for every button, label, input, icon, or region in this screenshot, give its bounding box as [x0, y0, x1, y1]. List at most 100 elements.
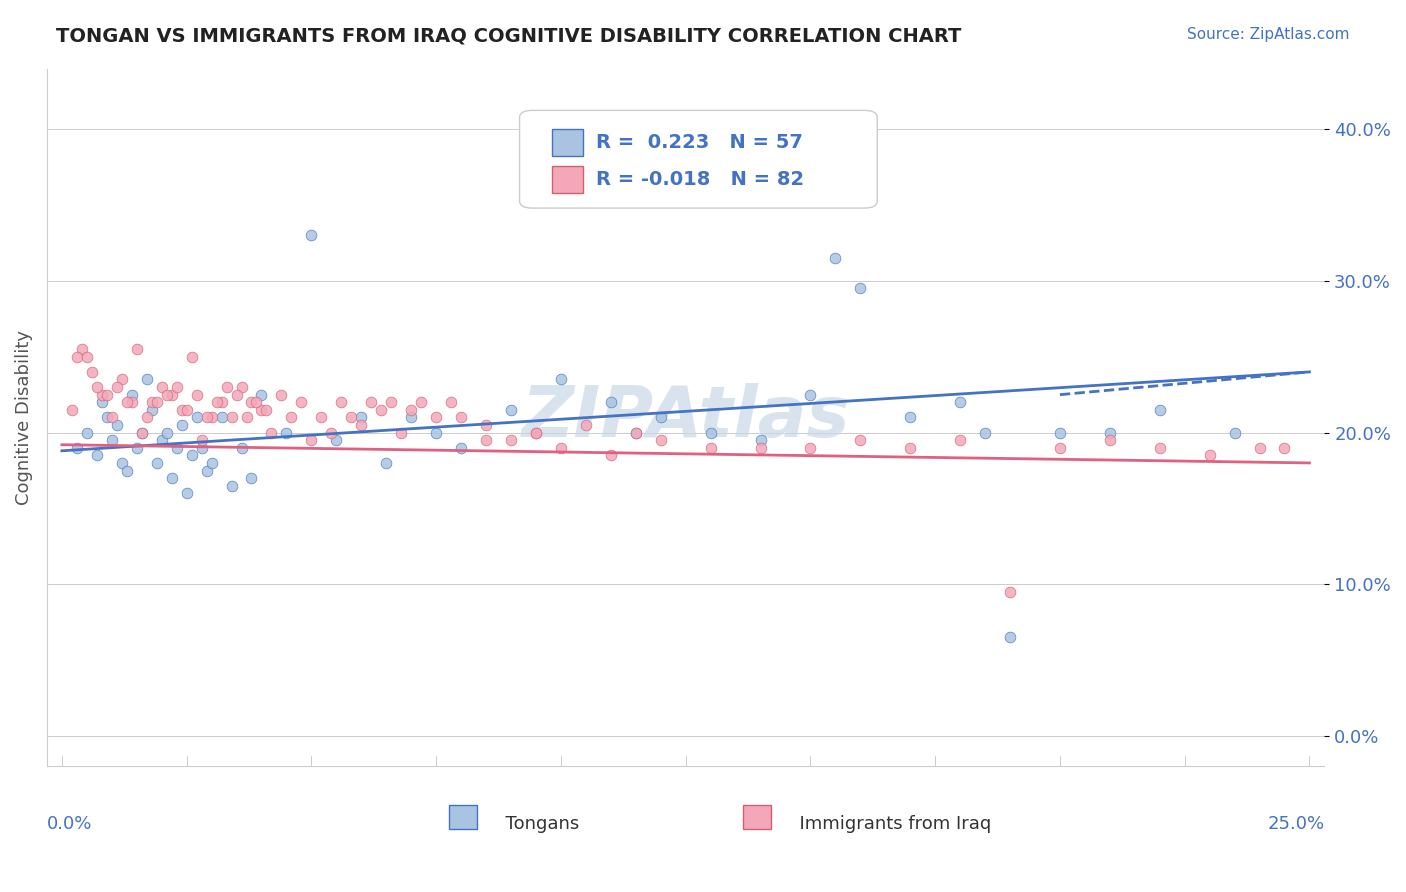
Point — [195, 463, 218, 477]
Text: ZIPAtlas: ZIPAtlas — [522, 383, 849, 452]
Point — [231, 441, 253, 455]
Point — [215, 380, 238, 394]
Y-axis label: Cognitive Disability: Cognitive Disability — [15, 330, 32, 505]
Point — [231, 380, 253, 394]
Point — [66, 350, 89, 364]
Point — [225, 387, 247, 401]
Point — [60, 402, 83, 417]
Point — [325, 433, 347, 447]
Point — [125, 342, 148, 356]
Point — [170, 417, 193, 432]
Point — [1249, 441, 1271, 455]
Point — [115, 463, 138, 477]
Point — [699, 441, 721, 455]
Point — [166, 441, 188, 455]
Point — [524, 425, 547, 440]
Point — [170, 402, 193, 417]
FancyBboxPatch shape — [744, 805, 772, 830]
Point — [898, 441, 921, 455]
Point — [1149, 441, 1171, 455]
Point — [121, 387, 143, 401]
Point — [475, 417, 498, 432]
Point — [550, 372, 572, 386]
Point — [111, 372, 134, 386]
Point — [389, 425, 412, 440]
Point — [186, 410, 208, 425]
Point — [76, 425, 98, 440]
Text: Source: ZipAtlas.com: Source: ZipAtlas.com — [1187, 27, 1350, 42]
Point — [998, 631, 1021, 645]
Point — [270, 387, 292, 401]
Point — [190, 433, 212, 447]
Point — [350, 417, 373, 432]
Point — [141, 395, 163, 409]
Point — [105, 380, 128, 394]
Point — [599, 395, 621, 409]
Point — [350, 410, 373, 425]
Point — [550, 441, 572, 455]
Point — [450, 441, 472, 455]
Point — [699, 425, 721, 440]
Point — [96, 410, 118, 425]
Point — [156, 387, 179, 401]
Point — [399, 402, 422, 417]
Point — [749, 433, 772, 447]
Point — [250, 387, 273, 401]
Point — [205, 395, 228, 409]
Point — [176, 402, 198, 417]
Point — [949, 433, 972, 447]
Point — [290, 395, 312, 409]
Point — [399, 410, 422, 425]
Point — [240, 471, 263, 485]
Point — [799, 441, 821, 455]
Point — [121, 395, 143, 409]
Point — [70, 342, 93, 356]
Point — [1098, 425, 1121, 440]
Point — [166, 380, 188, 394]
Point — [150, 380, 173, 394]
Point — [1049, 441, 1071, 455]
Point — [131, 425, 153, 440]
Point — [330, 395, 353, 409]
Point — [1274, 441, 1296, 455]
Point — [180, 350, 202, 364]
Point — [1049, 425, 1071, 440]
FancyBboxPatch shape — [520, 111, 877, 208]
Point — [411, 395, 433, 409]
Point — [90, 387, 112, 401]
Point — [180, 448, 202, 462]
Point — [100, 410, 122, 425]
Point — [111, 456, 134, 470]
Point — [524, 425, 547, 440]
Point — [211, 395, 233, 409]
Point — [898, 410, 921, 425]
Point — [195, 410, 218, 425]
FancyBboxPatch shape — [551, 166, 583, 193]
Text: 25.0%: 25.0% — [1267, 815, 1324, 833]
Point — [156, 425, 179, 440]
Point — [624, 425, 647, 440]
Point — [360, 395, 382, 409]
Point — [849, 281, 872, 295]
Point — [824, 251, 846, 265]
Point — [475, 433, 498, 447]
Point — [115, 395, 138, 409]
Point — [96, 387, 118, 401]
Point — [599, 448, 621, 462]
Point — [186, 387, 208, 401]
Point — [100, 433, 122, 447]
Point — [380, 395, 402, 409]
Point — [375, 456, 398, 470]
Point — [799, 387, 821, 401]
Point — [211, 410, 233, 425]
Text: 0.0%: 0.0% — [46, 815, 93, 833]
Point — [76, 350, 98, 364]
Point — [425, 425, 447, 440]
Point — [321, 425, 343, 440]
Point — [499, 402, 522, 417]
Point — [221, 478, 243, 492]
Point — [150, 433, 173, 447]
Point — [974, 425, 997, 440]
Point — [245, 395, 267, 409]
Point — [280, 410, 302, 425]
